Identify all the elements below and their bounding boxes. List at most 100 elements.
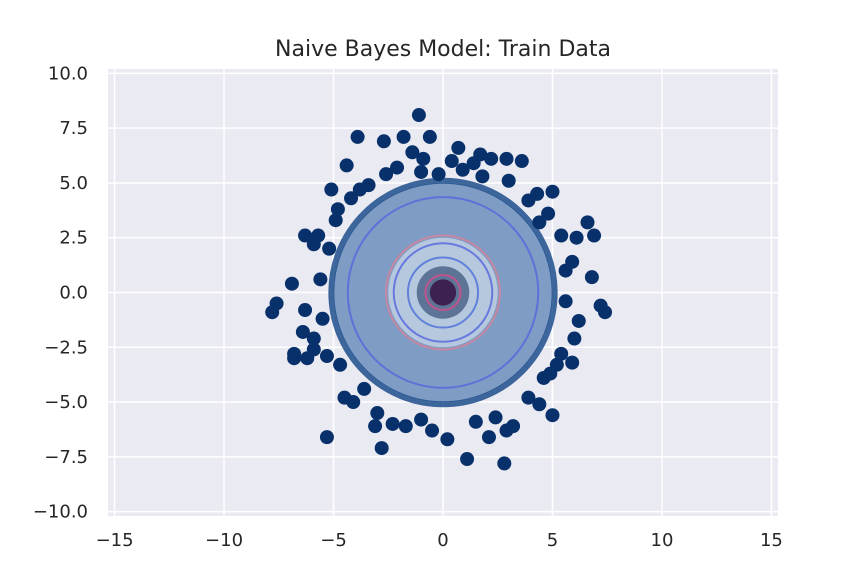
data-point: [521, 390, 536, 405]
data-point: [339, 158, 354, 173]
data-point: [481, 430, 496, 445]
data-point: [444, 154, 459, 169]
data-point: [466, 156, 481, 171]
data-point: [414, 412, 429, 427]
data-point: [499, 423, 514, 438]
data-point: [306, 237, 321, 252]
data-point: [324, 182, 339, 197]
y-tick-label: 0.0: [59, 283, 88, 304]
data-point: [565, 355, 580, 370]
data-point: [475, 169, 490, 184]
data-point: [497, 456, 512, 471]
data-point: [431, 167, 446, 182]
contour-line: [424, 273, 462, 312]
chart-title: Naive Bayes Model: Train Data: [275, 37, 611, 62]
data-point: [333, 357, 348, 372]
data-point: [265, 305, 280, 320]
data-point: [541, 206, 556, 221]
data-point: [357, 381, 372, 396]
y-tick-label: −7.5: [44, 447, 88, 468]
y-tick-label: −2.5: [44, 337, 88, 358]
contour-line: [385, 234, 501, 351]
data-point: [396, 129, 411, 144]
data-point: [580, 215, 595, 230]
data-point: [374, 441, 389, 456]
data-point: [499, 151, 514, 166]
data-point: [298, 228, 313, 243]
data-point: [545, 408, 560, 423]
scatter-points: [265, 108, 613, 471]
y-tick-label: −10.0: [33, 502, 88, 523]
data-point: [587, 228, 602, 243]
data-point: [379, 167, 394, 182]
data-point: [346, 395, 361, 410]
data-point: [322, 241, 337, 256]
data-point: [414, 164, 429, 179]
data-point: [554, 346, 569, 361]
data-point: [468, 414, 483, 429]
data-point: [532, 215, 547, 230]
contour-line: [346, 196, 540, 389]
data-point: [532, 397, 547, 412]
data-point: [545, 184, 560, 199]
data-point: [514, 154, 529, 169]
data-point: [558, 263, 573, 278]
density-edge: [328, 177, 558, 408]
data-point: [488, 410, 503, 425]
data-point: [571, 313, 586, 328]
data-point: [300, 351, 315, 366]
data-point: [390, 160, 405, 175]
y-tick-label: 5.0: [59, 173, 88, 194]
data-point: [319, 349, 334, 364]
data-point: [567, 331, 582, 346]
x-tick-label: 0: [437, 530, 448, 551]
data-point: [460, 452, 475, 467]
data-point: [451, 140, 466, 155]
data-point: [543, 366, 558, 381]
data-point: [368, 419, 383, 434]
contour-line: [406, 256, 480, 329]
y-tick-label: 10.0: [48, 63, 88, 84]
data-point: [287, 351, 302, 366]
data-point: [284, 276, 299, 291]
data-point: [411, 108, 426, 123]
data-point: [306, 331, 321, 346]
data-point: [298, 303, 313, 318]
data-point: [352, 182, 367, 197]
data-point: [398, 419, 413, 434]
data-point: [295, 324, 310, 339]
data-point: [425, 423, 440, 438]
data-point: [344, 191, 359, 206]
data-point: [330, 202, 345, 217]
data-point: [584, 270, 599, 285]
data-point: [598, 305, 613, 320]
data-point: [422, 129, 437, 144]
x-tick-label: 15: [760, 530, 783, 551]
data-point: [376, 134, 391, 149]
y-tick-label: −5.0: [44, 392, 88, 413]
data-point: [315, 311, 330, 326]
x-tick-label: 5: [547, 530, 558, 551]
data-point: [405, 145, 420, 160]
data-point: [558, 294, 573, 309]
y-axis-ticks: 10.0 7.5 5.0 2.5 0.0 −2.5 −5.0 −7.5 −10.0: [33, 63, 88, 522]
density-contours: [346, 196, 540, 389]
data-point: [319, 430, 334, 445]
data-point: [569, 230, 584, 245]
density-band: [429, 279, 457, 306]
data-point: [554, 228, 569, 243]
x-tick-label: −10: [205, 530, 243, 551]
data-point: [455, 162, 470, 177]
density-surface: [328, 177, 558, 408]
contour-line: [392, 242, 494, 343]
data-point: [350, 129, 365, 144]
x-tick-label: −15: [96, 530, 134, 551]
data-point: [313, 272, 328, 287]
x-axis-ticks: −15 −10 −5 0 5 10 15: [96, 530, 783, 551]
data-point: [370, 406, 385, 421]
data-point: [416, 151, 431, 166]
y-tick-label: 2.5: [59, 228, 88, 249]
x-tick-label: 10: [651, 530, 674, 551]
data-point: [484, 151, 499, 166]
